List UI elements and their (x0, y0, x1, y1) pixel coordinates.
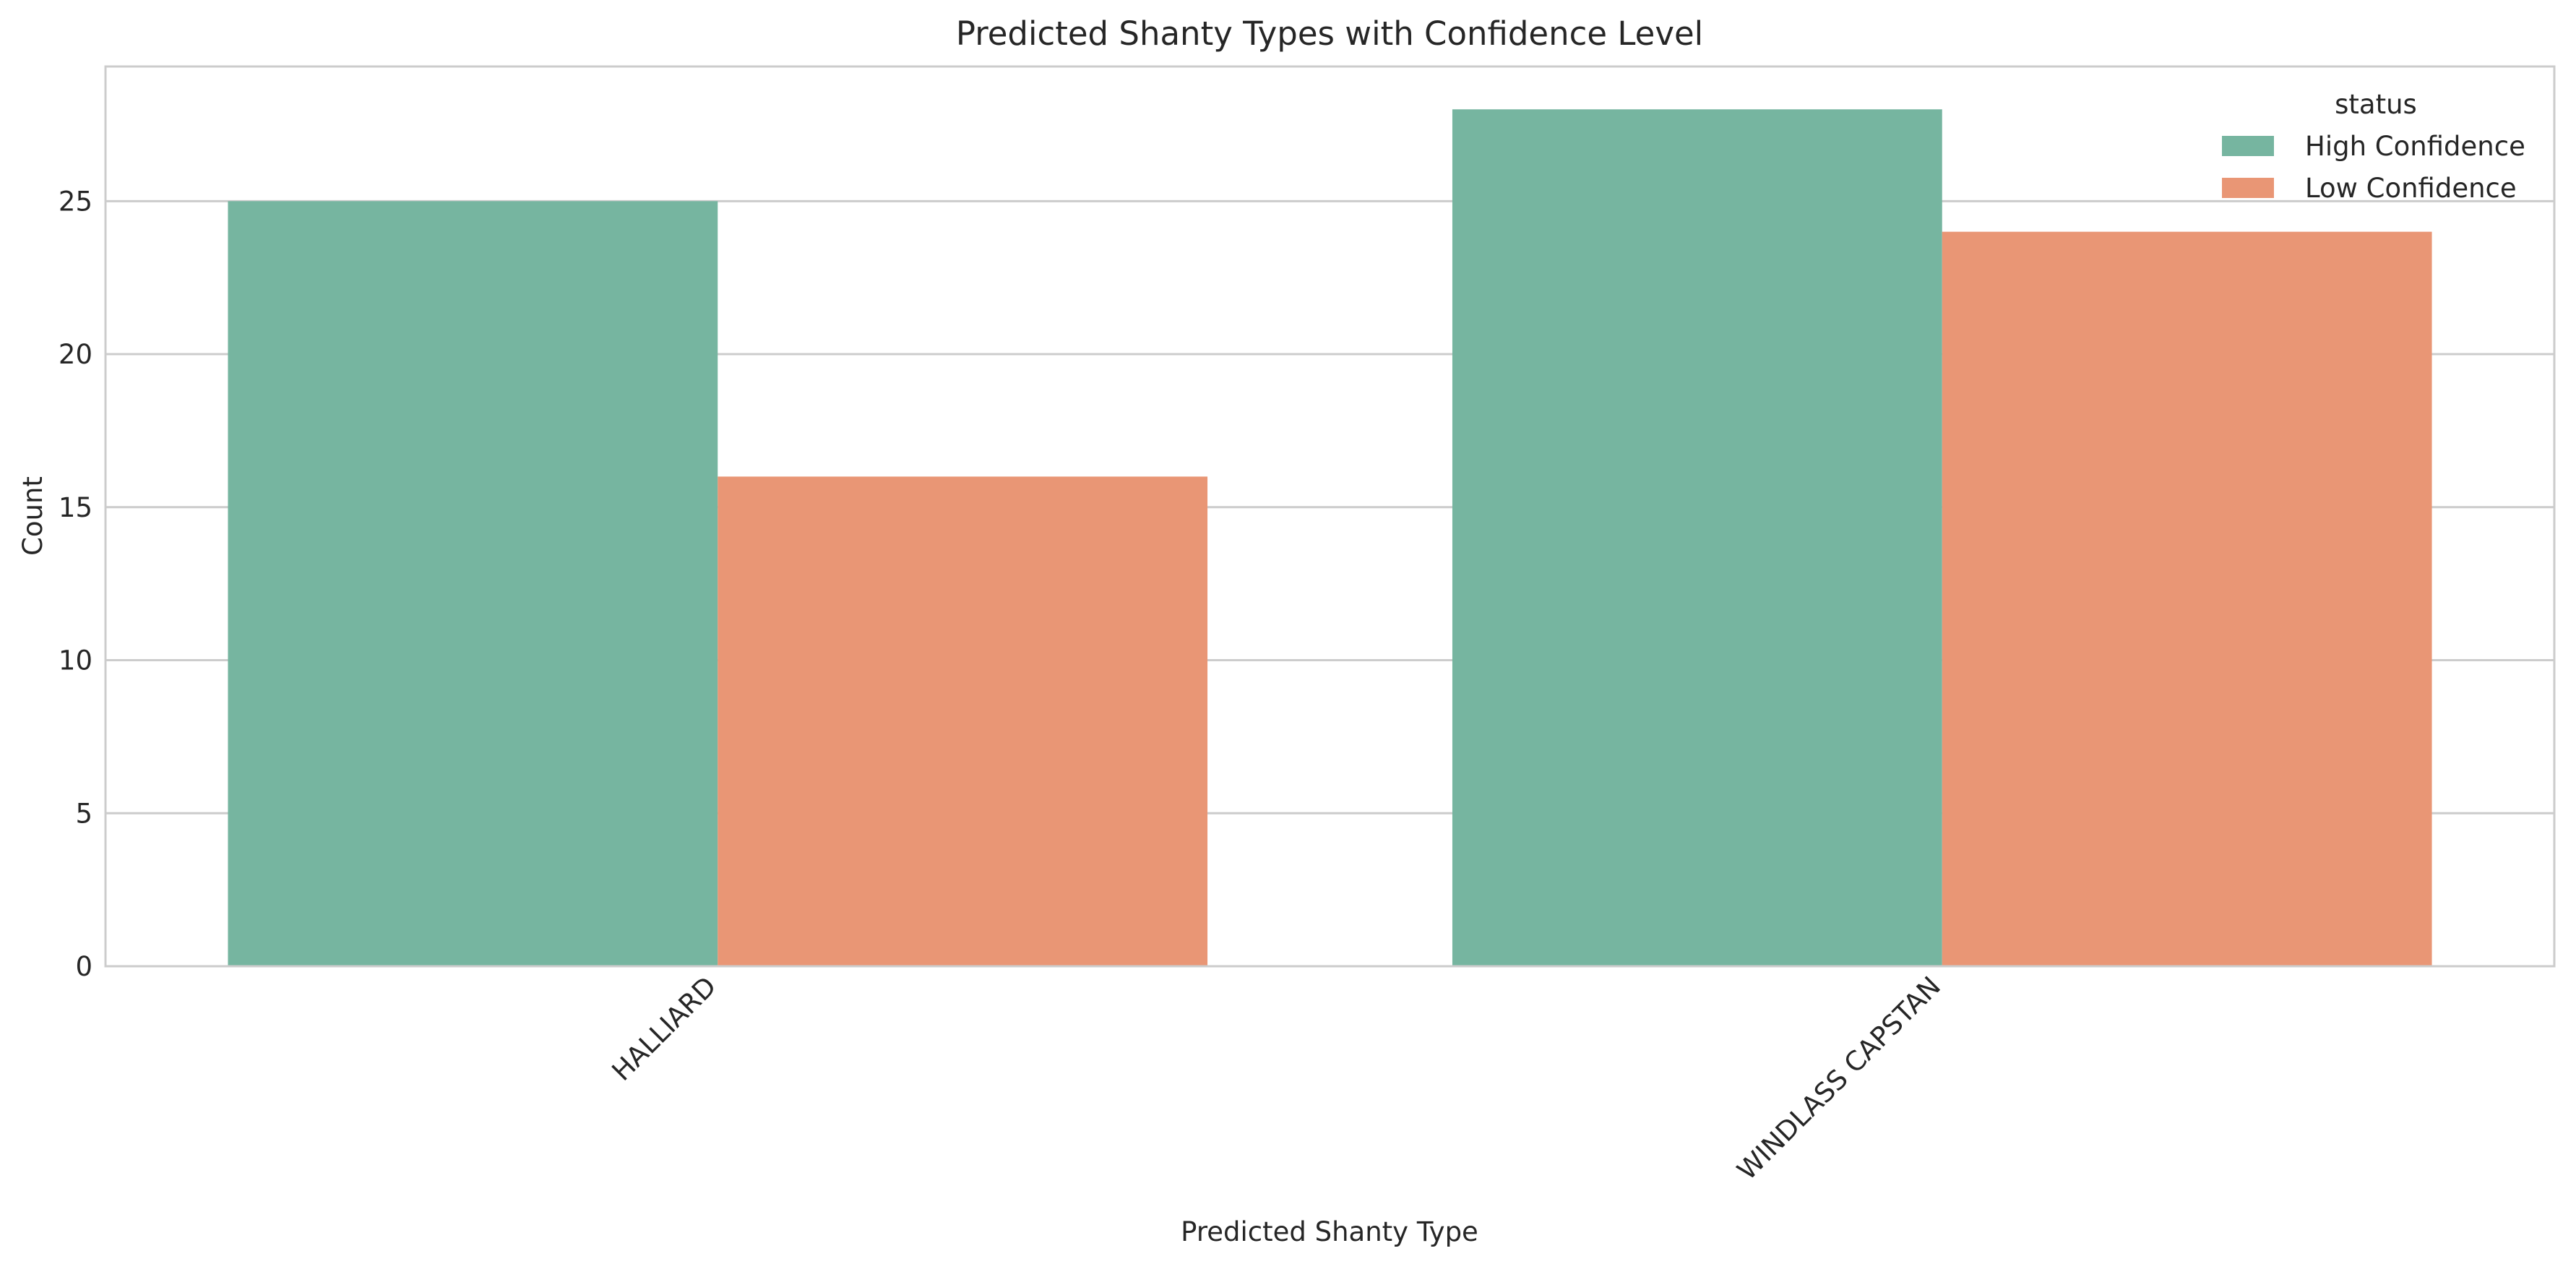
y-tick-label: 0 (75, 951, 92, 982)
x-tick-label: WINDLASS CAPSTAN (1731, 971, 1947, 1186)
x-tick-label: HALLIARD (606, 971, 723, 1087)
y-axis-label: Count (17, 476, 48, 556)
legend-title: status (2335, 89, 2417, 120)
bar (228, 201, 718, 966)
y-axis-ticks: 0 5 10 15 20 25 (59, 186, 92, 982)
y-tick-label: 25 (59, 186, 92, 217)
x-axis-label: Predicted Shanty Type (1181, 1216, 1478, 1247)
plot-frame (104, 65, 2556, 968)
bar (718, 476, 1208, 966)
y-tick-label: 5 (75, 798, 92, 829)
legend-swatch (2222, 136, 2274, 156)
legend: status High Confidence Low Confidence (2222, 89, 2525, 204)
bar (1452, 109, 1942, 966)
y-tick-label: 10 (59, 645, 92, 676)
legend-label: Low Confidence (2305, 173, 2517, 204)
x-axis-ticks: HALLIARD WINDLASS CAPSTAN (606, 971, 1947, 1186)
chart-title: Predicted Shanty Types with Confidence L… (956, 14, 1703, 53)
y-tick-label: 15 (59, 492, 92, 523)
bar (1942, 231, 2432, 966)
bars (228, 109, 2432, 966)
legend-swatch (2222, 178, 2274, 198)
legend-label: High Confidence (2305, 131, 2525, 162)
y-tick-label: 20 (59, 339, 92, 370)
